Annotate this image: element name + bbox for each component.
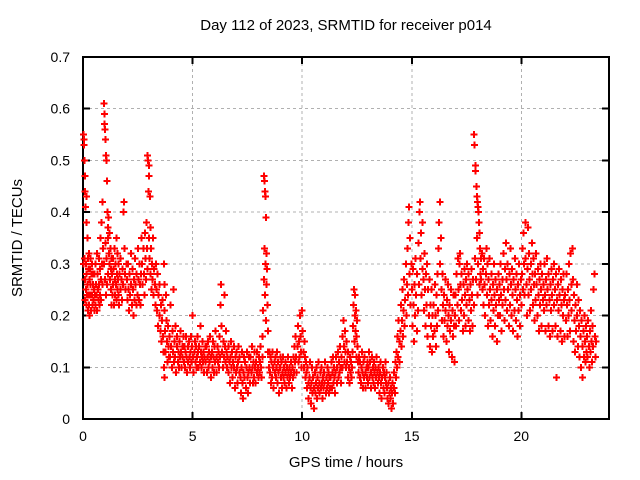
y-axis-label: SRMTID / TECUs <box>9 179 26 297</box>
y-tick-label: 0.6 <box>51 101 71 117</box>
y-tick-label: 0.2 <box>51 308 71 324</box>
x-axis-label: GPS time / hours <box>289 454 403 471</box>
x-tick-label: 15 <box>404 428 420 444</box>
plot-border <box>82 56 610 420</box>
x-tick-label: 5 <box>189 428 197 444</box>
y-tick-label: 0.3 <box>51 256 71 272</box>
data-points <box>79 100 600 413</box>
chart-text: Day 112 of 2023, SRMTID for receiver p01… <box>9 17 529 471</box>
y-tick-label: 0 <box>62 411 70 427</box>
y-tick-label: 0.1 <box>51 359 71 375</box>
y-tick-label: 0.4 <box>51 204 71 220</box>
chart-title: Day 112 of 2023, SRMTID for receiver p01… <box>200 17 492 34</box>
x-tick-label: 10 <box>294 428 310 444</box>
y-tick-label: 0.5 <box>51 152 71 168</box>
x-tick-label: 0 <box>79 428 87 444</box>
x-tick-label: 20 <box>514 428 530 444</box>
y-tick-label: 0.7 <box>51 49 71 65</box>
